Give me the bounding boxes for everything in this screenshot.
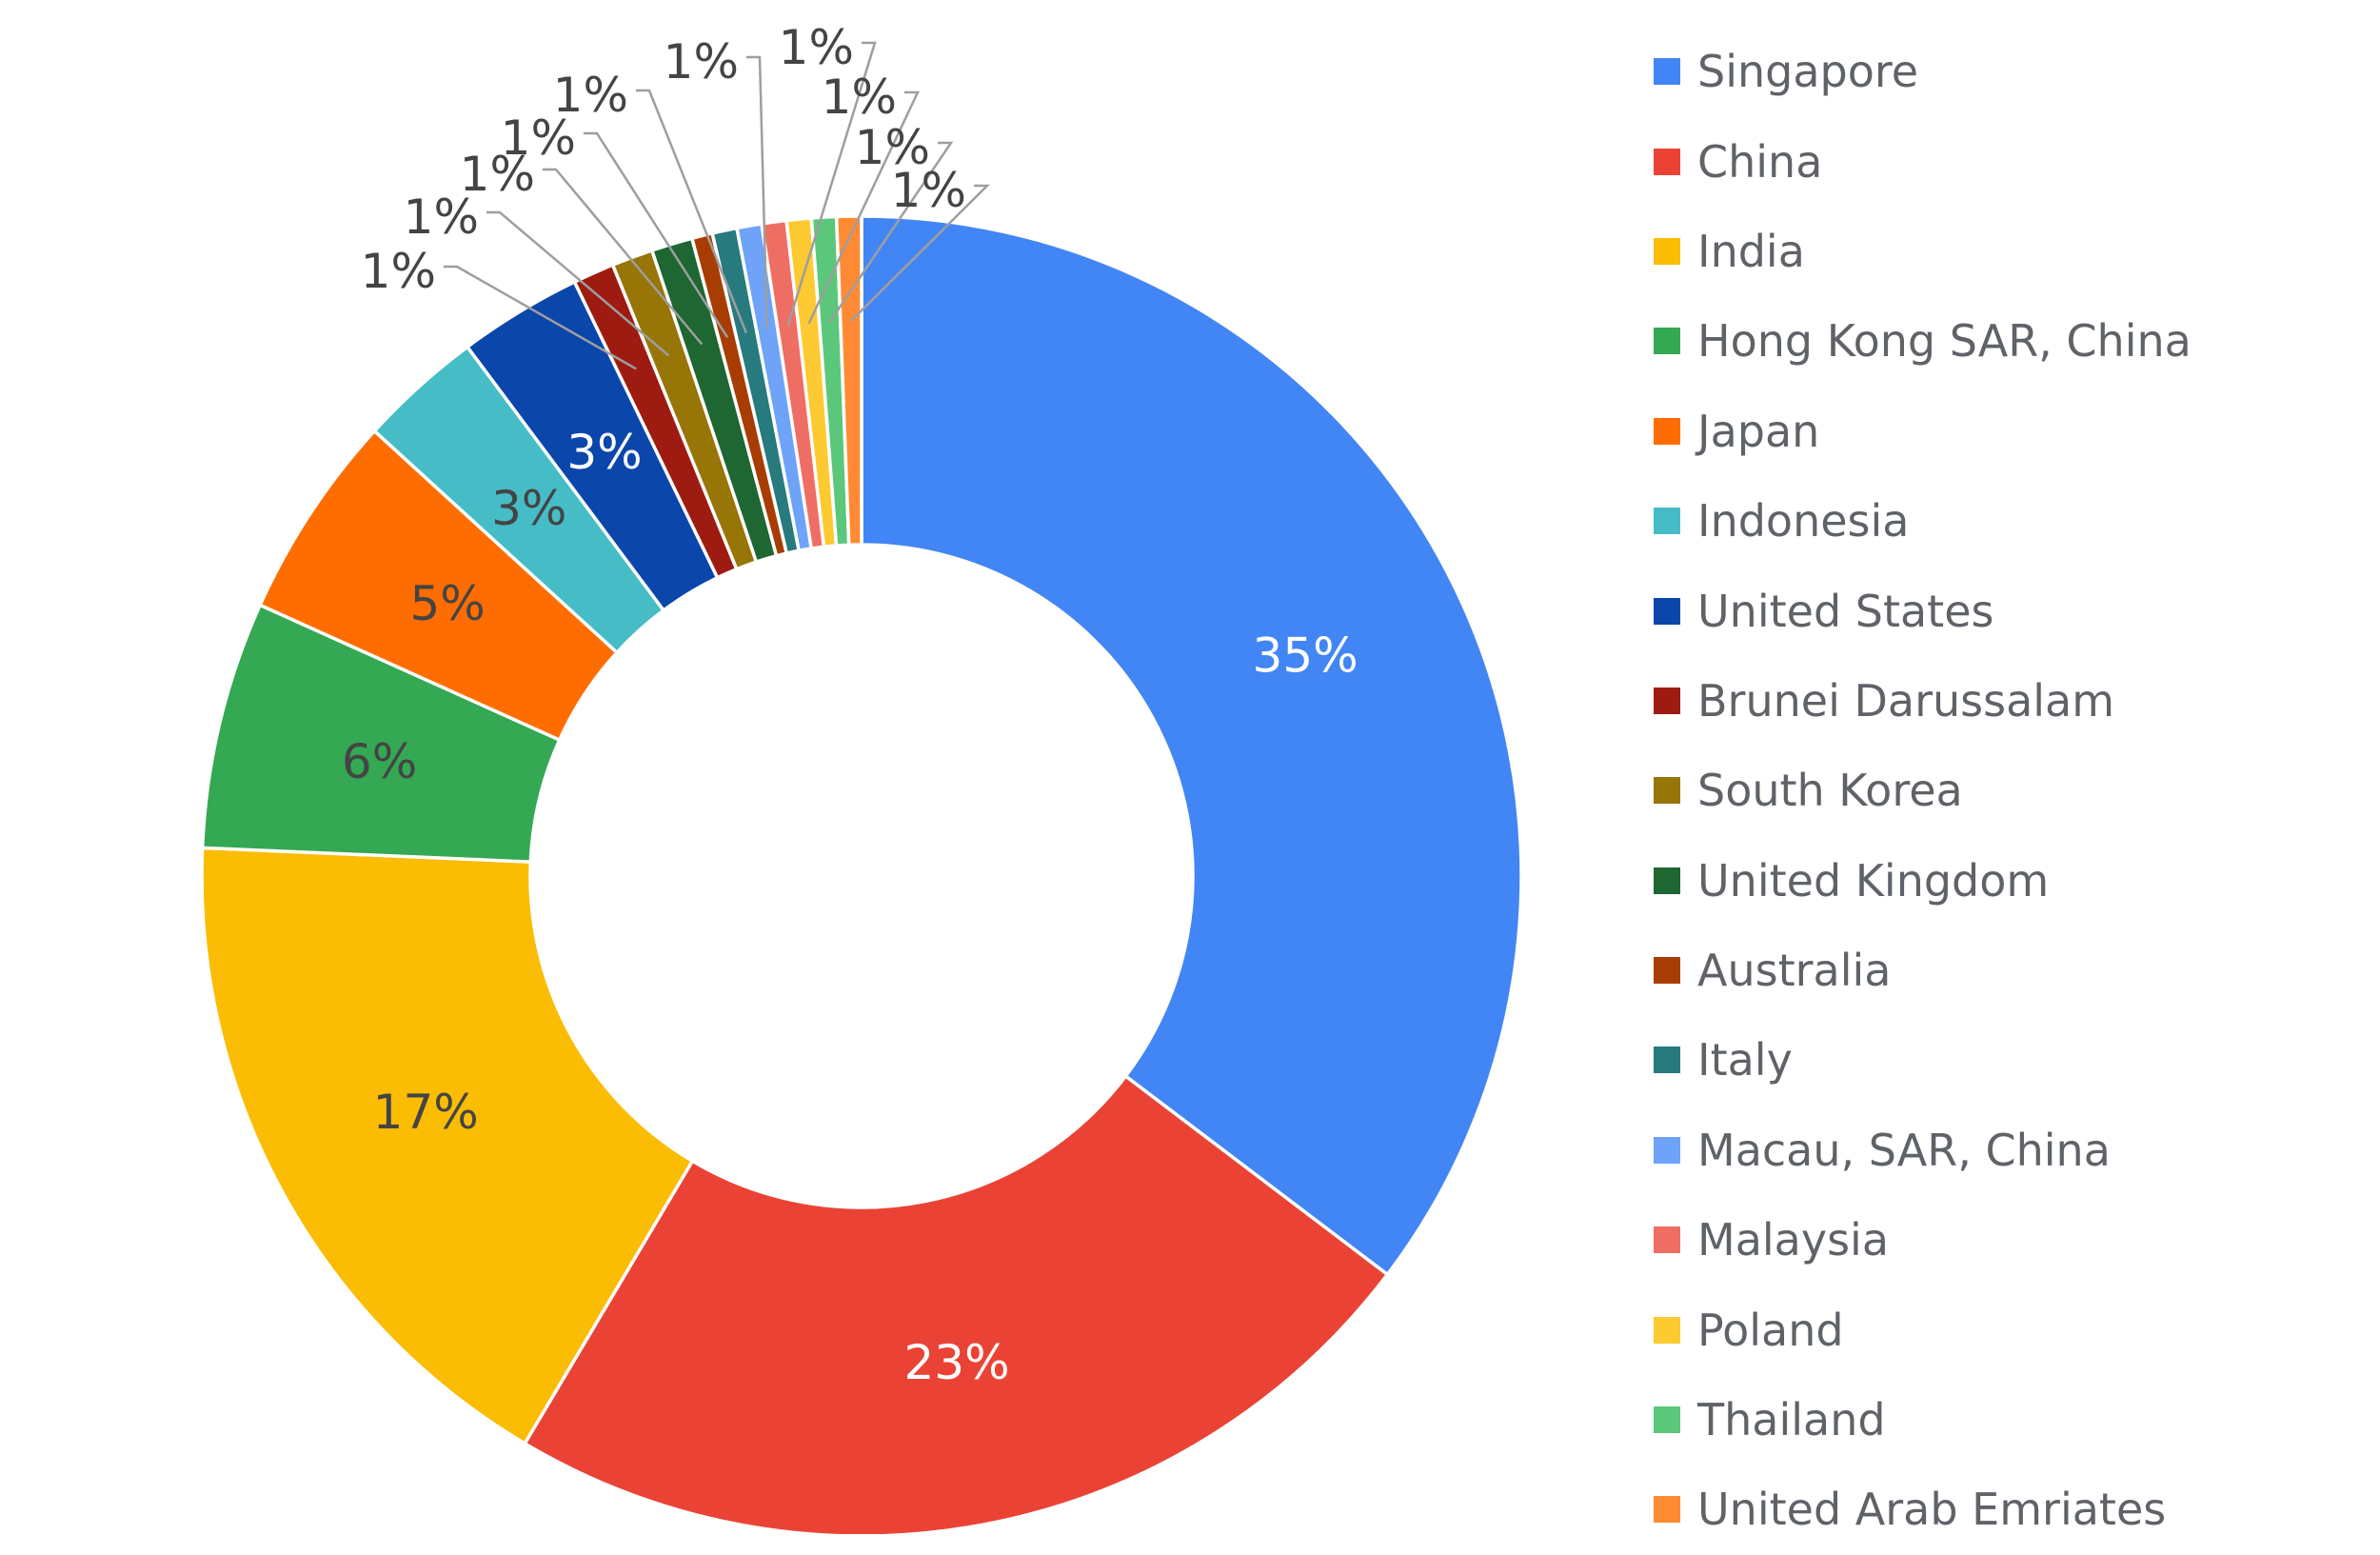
legend-label: China	[1697, 135, 1823, 188]
legend-item-malaysia: Malaysia	[1654, 1195, 2192, 1285]
legend-swatch	[1654, 508, 1680, 535]
percentage-label-united-kingdom: 1%	[460, 147, 535, 202]
legend-label: Indonesia	[1697, 495, 1910, 548]
legend-swatch	[1654, 777, 1680, 805]
leader-line-australia	[584, 131, 729, 338]
legend-swatch	[1654, 1226, 1680, 1254]
legend-swatch	[1654, 237, 1680, 265]
legend-swatch	[1654, 148, 1680, 175]
legend-label: United States	[1697, 585, 1994, 637]
percentage-label-indonesia: 3%	[491, 481, 566, 536]
percentage-label-singapore: 35%	[1253, 628, 1359, 683]
legend-swatch	[1654, 1496, 1680, 1524]
legend: Singapore China India Hong Kong SAR, China J…	[1654, 27, 2192, 1555]
legend-item-brunei-darussalam: Brunei Darussalam	[1654, 656, 2192, 746]
legend-swatch	[1654, 328, 1680, 355]
percentage-label-australia: 1%	[501, 110, 576, 166]
percentage-label-poland: 1%	[822, 70, 897, 125]
legend-item-china: China	[1654, 116, 2192, 206]
leader-lines-layer	[444, 41, 991, 370]
percentage-label-italy: 1%	[553, 68, 628, 123]
leader-line-italy	[636, 89, 748, 334]
percentage-label-thailand: 1%	[855, 120, 930, 175]
percentage-label-china: 23%	[903, 1335, 1009, 1390]
legend-label: United Arab Emriates	[1697, 1484, 2167, 1536]
legend-swatch	[1654, 417, 1680, 445]
legend-swatch	[1654, 957, 1680, 985]
leader-line-united-kingdom	[543, 168, 704, 346]
legend-item-hong-kong-sar-china: Hong Kong SAR, China	[1654, 296, 2192, 386]
leader-line-south-korea	[486, 210, 670, 357]
legend-item-australia: Australia	[1654, 926, 2192, 1015]
legend-swatch	[1654, 1136, 1680, 1164]
legend-swatch	[1654, 1406, 1680, 1434]
legend-swatch	[1654, 1316, 1680, 1344]
legend-label: United Kingdom	[1697, 854, 2050, 907]
leader-line-united-arab-emriates	[850, 184, 991, 322]
legend-label: Australia	[1697, 945, 1892, 997]
leader-line-macau-sar-china	[746, 55, 768, 329]
legend-item-singapore: Singapore	[1654, 27, 2192, 116]
legend-item-united-arab-emriates: United Arab Emriates	[1654, 1465, 2192, 1554]
slice-united-arab-emriates	[834, 214, 863, 548]
leader-line-malaysia	[786, 41, 877, 327]
legend-item-united-states: United States	[1654, 566, 2192, 655]
legend-label: Macau, SAR, China	[1697, 1124, 2111, 1176]
legend-label: Japan	[1697, 405, 1820, 457]
percentage-label-united-arab-emriates: 1%	[891, 163, 966, 218]
percentage-label-macau-sar-china: 1%	[664, 34, 739, 90]
slices-layer	[200, 214, 1523, 1534]
legend-item-italy: Italy	[1654, 1015, 2192, 1105]
legend-label: Poland	[1697, 1304, 1844, 1356]
legend-item-india: India	[1654, 207, 2192, 296]
legend-label: Italy	[1697, 1034, 1793, 1087]
percentage-label-united-states: 3%	[566, 425, 642, 480]
legend-item-thailand: Thailand	[1654, 1375, 2192, 1465]
leader-line-brunei-darussalam	[444, 265, 637, 370]
percentage-label-brunei-darussalam: 1%	[361, 244, 436, 299]
legend-label: Malaysia	[1697, 1214, 1890, 1266]
leader-line-poland	[807, 90, 920, 325]
legend-label: South Korea	[1697, 765, 1963, 817]
legend-label: Hong Kong SAR, China	[1697, 315, 2192, 368]
legend-item-japan: Japan	[1654, 387, 2192, 476]
percentage-label-japan: 5%	[409, 576, 485, 631]
percentage-label-malaysia: 1%	[779, 20, 854, 75]
percentage-label-india: 17%	[373, 1085, 479, 1140]
legend-label: Thailand	[1697, 1394, 1886, 1446]
legend-swatch	[1654, 687, 1680, 714]
percentage-label-hong-kong-sar-china: 6%	[342, 734, 417, 789]
legend-item-indonesia: Indonesia	[1654, 476, 2192, 566]
legend-swatch	[1654, 58, 1680, 86]
legend-label: Singapore	[1697, 46, 1919, 98]
percentage-labels-layer: 35%23%17%6%5%3%3%1%1%1%1%1%1% 1%1%1%1%	[342, 20, 1359, 1390]
legend-item-macau-sar-china: Macau, SAR, China	[1654, 1106, 2192, 1195]
slice-singapore	[860, 214, 1523, 1277]
legend-swatch	[1654, 867, 1680, 894]
legend-item-poland: Poland	[1654, 1285, 2192, 1374]
legend-item-united-kingdom: United Kingdom	[1654, 836, 2192, 926]
leader-line-thailand	[828, 141, 954, 323]
slice-china	[522, 1073, 1390, 1534]
legend-swatch	[1654, 1047, 1680, 1074]
legend-item-south-korea: South Korea	[1654, 746, 2192, 835]
legend-swatch	[1654, 597, 1680, 625]
slice-india	[200, 846, 695, 1446]
legend-label: India	[1697, 225, 1805, 277]
legend-label: Brunei Darussalam	[1697, 674, 2115, 727]
percentage-label-south-korea: 1%	[404, 189, 479, 245]
